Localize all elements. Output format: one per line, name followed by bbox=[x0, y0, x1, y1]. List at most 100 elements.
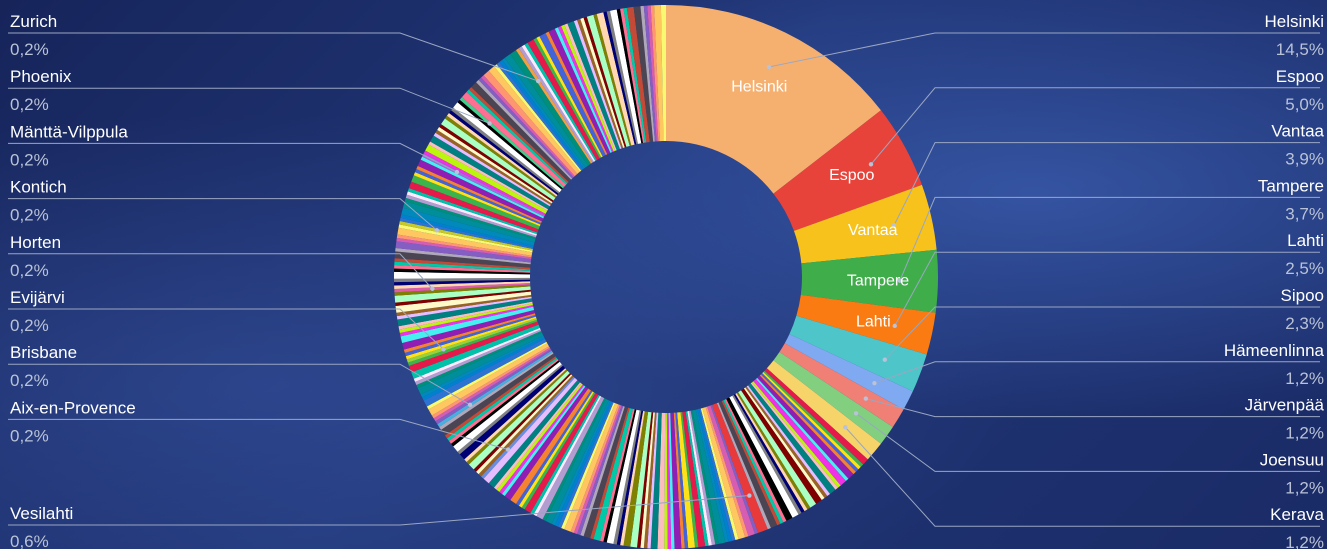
slice-minor bbox=[657, 412, 666, 549]
slice-minor bbox=[411, 324, 540, 379]
slice-minor bbox=[430, 135, 550, 210]
slice-minor bbox=[600, 408, 635, 542]
slice-minor bbox=[404, 314, 536, 357]
label-name-aix-en-provence: Aix-en-Provence bbox=[10, 398, 136, 417]
slice-minor bbox=[688, 410, 716, 546]
label-value-zurich: 0,2% bbox=[10, 40, 49, 59]
slice-minor bbox=[394, 265, 531, 273]
leader-line-horten bbox=[8, 253, 433, 290]
slice-minor bbox=[457, 364, 563, 455]
slice-minor bbox=[551, 400, 611, 526]
leader-dot-espoo bbox=[868, 162, 874, 167]
label-name-espoo: Espoo bbox=[1276, 67, 1324, 86]
label-value-kontich: 0,2% bbox=[10, 206, 49, 225]
slice-minor bbox=[654, 5, 664, 142]
slice-minor bbox=[666, 412, 672, 549]
slice-minor bbox=[554, 401, 612, 527]
slice-minor bbox=[561, 402, 616, 530]
slice-minor bbox=[745, 386, 828, 499]
slice-minor bbox=[757, 375, 854, 479]
slice-minor bbox=[428, 141, 549, 211]
slice-minor bbox=[603, 409, 637, 543]
leader-dot-zurich bbox=[535, 78, 541, 84]
slice-minor bbox=[643, 5, 657, 142]
slice-minor bbox=[426, 341, 548, 410]
label-value-evijarvi: 0,2% bbox=[10, 316, 49, 335]
slice-vesilahti bbox=[712, 403, 768, 533]
slice-minor bbox=[417, 159, 544, 222]
slice-minor bbox=[596, 12, 635, 146]
slice-minor bbox=[395, 248, 531, 265]
slice-minor bbox=[401, 207, 535, 246]
slice-minor bbox=[650, 412, 662, 549]
leader-dot-sipoo bbox=[882, 357, 888, 362]
slice-minor bbox=[466, 369, 568, 465]
leader-dot-lahti bbox=[892, 323, 897, 329]
slice-minor bbox=[422, 337, 545, 401]
slice-minor bbox=[453, 102, 562, 193]
slice-minor bbox=[660, 5, 666, 142]
slice-minor bbox=[724, 398, 787, 523]
label-name-kerava: Kerava bbox=[1270, 505, 1324, 524]
leader-dot-helsinki bbox=[766, 64, 772, 70]
slice-minor bbox=[533, 395, 602, 517]
slice-lahti bbox=[796, 294, 936, 355]
slice-minor bbox=[448, 358, 559, 444]
slice-minor bbox=[510, 388, 591, 504]
slice-minor bbox=[695, 409, 729, 543]
slice-minor bbox=[397, 227, 533, 256]
slice-helsinki bbox=[666, 5, 881, 194]
slice-tampere bbox=[800, 249, 938, 313]
slices-group bbox=[394, 5, 938, 549]
slice-minor bbox=[557, 401, 614, 528]
label-name-zurich: Zurich bbox=[10, 12, 57, 31]
inner-label-tampere: Tampere bbox=[847, 272, 909, 289]
slice-minor bbox=[573, 404, 622, 535]
slice-minor bbox=[502, 57, 586, 169]
leader-line-joensuu bbox=[855, 412, 1320, 472]
leader-dot-vantaa bbox=[891, 223, 897, 228]
slice-minor bbox=[752, 381, 841, 488]
slice-espoo bbox=[773, 110, 922, 231]
slice-minor bbox=[750, 382, 839, 490]
label-value-horten: 0,2% bbox=[10, 261, 49, 280]
slice-minor bbox=[406, 191, 537, 236]
slice-minor bbox=[746, 385, 830, 497]
label-value-tampere: 3,7% bbox=[1285, 204, 1324, 223]
slice-minor bbox=[733, 394, 805, 513]
label-value-vesilahti: 0,6% bbox=[10, 532, 49, 549]
leader-line-mantta-vilppula bbox=[8, 142, 458, 173]
inner-label-lahti: Lahti bbox=[856, 313, 891, 330]
slice-minor bbox=[623, 7, 647, 143]
slice-minor bbox=[394, 277, 531, 283]
slice-minor bbox=[502, 385, 586, 497]
slice-minor bbox=[557, 26, 614, 153]
leader-lines-group bbox=[8, 32, 1320, 527]
slice-minor bbox=[446, 113, 558, 197]
leader-line-vesilahti bbox=[8, 495, 750, 526]
leader-dot-evijarvi bbox=[441, 347, 446, 352]
slice-minor bbox=[459, 365, 566, 460]
slice-minor bbox=[448, 110, 559, 196]
slice-minor bbox=[405, 194, 537, 238]
slice-minor bbox=[415, 329, 542, 386]
label-name-vesilahti: Vesilahti bbox=[10, 504, 73, 523]
slice-minor bbox=[647, 412, 659, 549]
slice-minor bbox=[468, 87, 569, 184]
slice-minor bbox=[586, 14, 630, 147]
slice-vantaa bbox=[793, 184, 937, 264]
slice-minor bbox=[567, 21, 620, 151]
slice-minor bbox=[743, 387, 825, 501]
slice-minor bbox=[471, 82, 572, 183]
slice-minor bbox=[481, 75, 575, 178]
slice-minor bbox=[435, 349, 552, 425]
label-name-horten: Horten bbox=[10, 233, 61, 252]
slice-minor bbox=[496, 62, 583, 171]
label-value-kerava: 1,2% bbox=[1285, 533, 1324, 549]
leader-line-zurich bbox=[8, 32, 539, 82]
leader-line-vantaa bbox=[893, 142, 1320, 226]
label-value-mantta-vilppula: 0,2% bbox=[10, 150, 49, 169]
slice-minor bbox=[396, 234, 532, 258]
slice-minor bbox=[687, 411, 712, 546]
slice-minor bbox=[710, 404, 759, 535]
